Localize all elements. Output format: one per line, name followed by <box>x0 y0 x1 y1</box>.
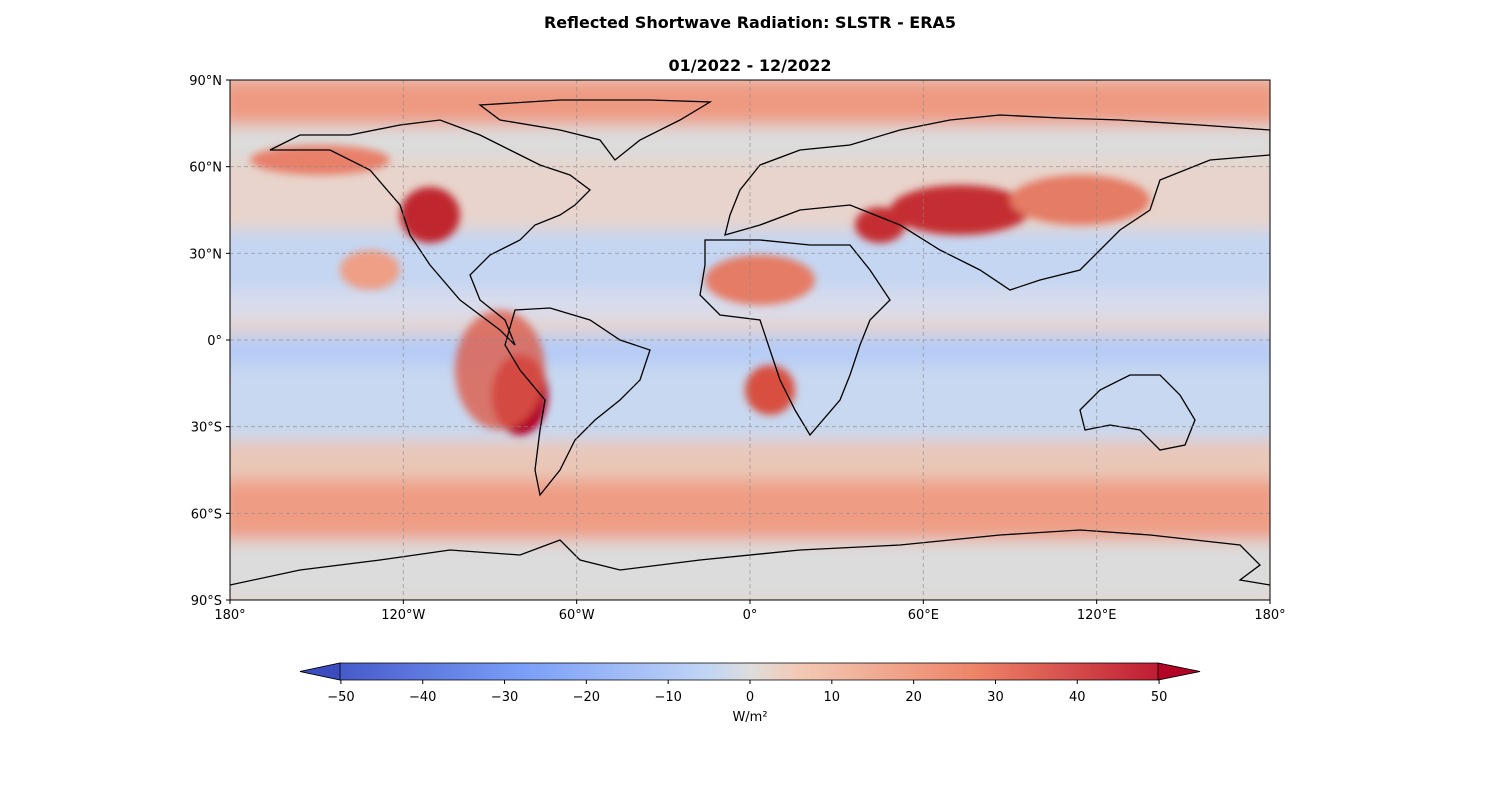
gridlines <box>230 80 1270 600</box>
colorbar: −50 −40 −30 −20 −10 0 10 20 30 40 50 W/m² <box>299 662 1201 725</box>
y-tick-label: 60°S <box>191 507 222 522</box>
coastlines <box>230 99 1270 586</box>
colorbar-tick-label: 0 <box>746 690 754 705</box>
coast-antarctica <box>230 529 1270 586</box>
colorbar-tick-label: −50 <box>327 690 354 705</box>
x-tick-label: 60°W <box>559 608 595 623</box>
coast-north-america <box>269 119 591 346</box>
y-tick-label: 90°N <box>189 74 222 89</box>
x-tick-label: 180° <box>214 608 245 623</box>
coast-australia <box>1079 374 1196 451</box>
coast-eurasia <box>724 114 1270 291</box>
y-tick-label: 60°N <box>189 161 222 176</box>
y-tick-label: 30°S <box>191 421 222 436</box>
y-axis: 90°N 60°N 30°N 0° 30°S 60°S 90°S <box>189 74 230 609</box>
x-axis: 180° 120°W 60°W 0° 60°E 120°E 180° <box>214 600 1286 623</box>
colorbar-label: W/m² <box>732 710 767 725</box>
colorbar-tick-label: 50 <box>1151 690 1168 705</box>
y-tick-label: 90°S <box>191 594 222 609</box>
colorbar-tick-label: −30 <box>491 690 518 705</box>
x-tick-label: 120°W <box>381 608 425 623</box>
y-tick-label: 30°N <box>189 247 222 262</box>
colorbar-ticks: −50 −40 −30 −20 −10 0 10 20 30 40 50 <box>327 680 1167 705</box>
colorbar-tick-label: 30 <box>987 690 1004 705</box>
colorbar-tick-label: −40 <box>409 690 436 705</box>
y-tick-label: 0° <box>207 334 222 349</box>
map-area <box>230 80 1270 600</box>
x-tick-label: 180° <box>1254 608 1285 623</box>
coast-south-america <box>504 307 651 497</box>
field-hotspots <box>250 145 1150 435</box>
colorbar-tick-label: −20 <box>573 690 600 705</box>
colorbar-extend-min <box>299 662 341 681</box>
x-tick-label: 120°E <box>1077 608 1117 623</box>
x-tick-label: 0° <box>743 608 758 623</box>
colorbar-tick-label: −10 <box>654 690 681 705</box>
colorbar-body <box>299 662 1201 681</box>
coast-greenland <box>478 99 713 161</box>
x-tick-label: 60°E <box>908 608 939 623</box>
colorbar-tick-label: 40 <box>1069 690 1086 705</box>
colorbar-extend-max <box>1157 662 1201 681</box>
chart-title: Reflected Shortwave Radiation: SLSTR - E… <box>543 13 957 32</box>
colorbar-tick-label: 20 <box>905 690 922 705</box>
coast-africa <box>699 239 891 437</box>
colorbar-tick-label: 10 <box>824 690 841 705</box>
chart-subtitle: 01/2022 - 12/2022 <box>668 56 832 75</box>
